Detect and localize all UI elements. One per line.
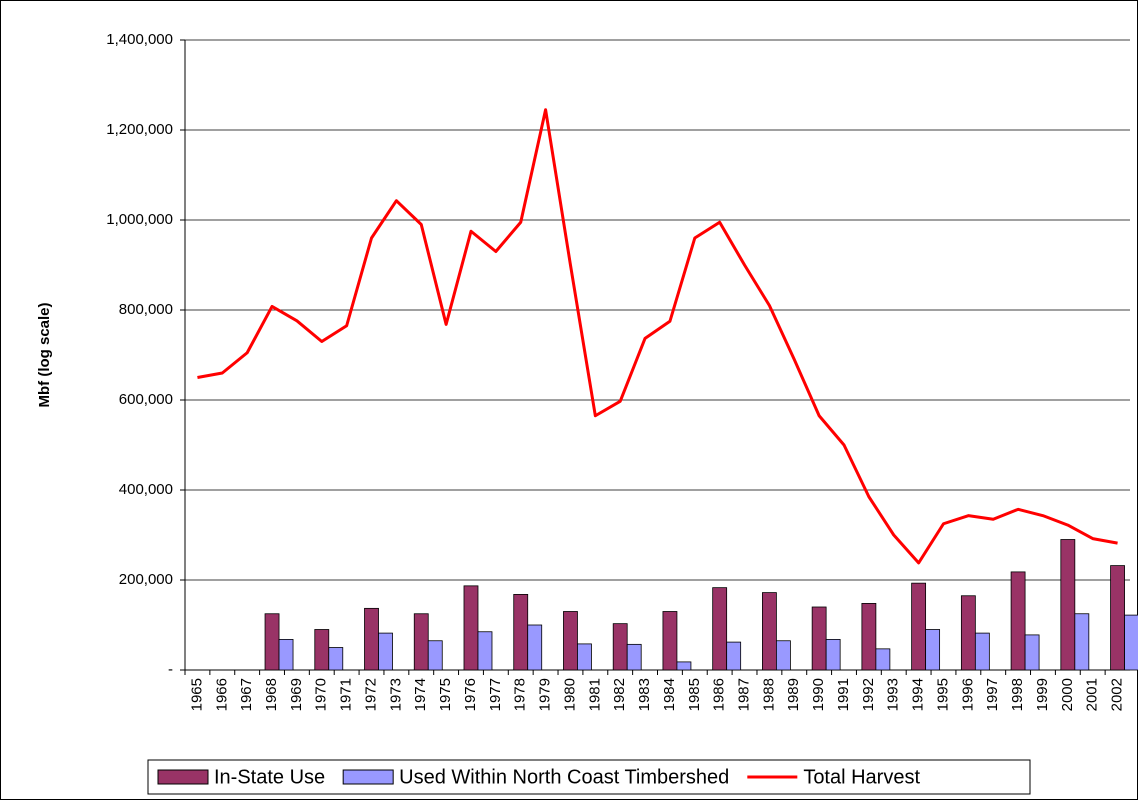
y-tick-label: 200,000: [119, 571, 173, 588]
x-tick-label: 1995: [934, 678, 951, 711]
y-tick-label: 800,000: [119, 301, 173, 318]
bar: [1110, 565, 1125, 671]
bar: [911, 582, 927, 671]
x-tick-label: 1994: [910, 678, 927, 711]
bar: [612, 623, 628, 671]
bar: [527, 624, 543, 671]
y-tick-label: -: [168, 661, 173, 678]
x-tick-label: 1975: [437, 678, 454, 711]
x-tick-label: 1992: [860, 678, 877, 711]
x-tick-label: 1983: [636, 678, 653, 711]
x-tick-label: 1982: [611, 678, 628, 711]
y-axis-label: Mbf (log scale): [36, 302, 53, 407]
bar: [662, 611, 678, 671]
bar: [427, 640, 443, 671]
legend-swatch: [342, 769, 394, 785]
bar: [960, 595, 976, 671]
y-tick-label: 400,000: [119, 481, 173, 498]
x-tick-label: 1973: [387, 678, 404, 711]
x-tick-label: 1976: [462, 678, 479, 711]
bar: [378, 632, 393, 671]
bar: [726, 641, 742, 671]
plot-area: [185, 40, 1130, 670]
x-tick-label: 1985: [686, 678, 703, 711]
x-tick-label: 1971: [338, 678, 355, 711]
bar: [712, 587, 728, 671]
x-tick-label: 2002: [1109, 678, 1126, 711]
x-tick-label: 1966: [213, 678, 230, 711]
bar: [513, 594, 529, 671]
bar: [974, 632, 990, 671]
bar: [1010, 571, 1026, 671]
bar: [825, 639, 841, 671]
bar: [364, 607, 379, 671]
legend-label: In-State Use: [214, 766, 325, 788]
x-tick-label: 1967: [238, 678, 255, 711]
x-tick-label: 1965: [188, 678, 205, 711]
legend-swatch: [157, 769, 209, 785]
x-tick-label: 1986: [711, 678, 728, 711]
bar: [626, 643, 642, 671]
bar: [676, 661, 692, 671]
bar: [264, 613, 280, 671]
bar: [413, 613, 429, 671]
bar: [1074, 613, 1090, 671]
bar: [861, 603, 877, 671]
y-tick-label: 1,000,000: [106, 211, 173, 228]
x-tick-label: 1979: [537, 678, 554, 711]
bar: [875, 648, 891, 671]
x-tick-label: 1989: [785, 678, 802, 711]
x-tick-label: 1980: [561, 678, 578, 711]
legend-label: Used Within North Coast Timbershed: [399, 766, 729, 788]
x-tick-label: 1996: [959, 678, 976, 711]
x-tick-label: 1984: [661, 678, 678, 711]
x-tick-label: 1972: [362, 678, 379, 711]
x-tick-label: 1991: [835, 678, 852, 711]
bar: [314, 629, 330, 671]
x-tick-label: 1997: [984, 678, 1001, 711]
bar: [1124, 614, 1138, 671]
y-tick-label: 1,400,000: [106, 31, 173, 48]
bar: [577, 643, 592, 671]
bar: [925, 629, 941, 671]
bar: [328, 647, 344, 671]
bar: [1060, 539, 1076, 671]
bar: [811, 606, 827, 671]
line: [197, 108, 1118, 565]
x-tick-label: 1970: [313, 678, 330, 711]
bar: [776, 640, 791, 671]
y-tick-label: 600,000: [119, 391, 173, 408]
x-tick-label: 1987: [736, 678, 753, 711]
legend-box: [147, 759, 1031, 795]
x-tick-label: 1981: [586, 678, 603, 711]
legend-label: Total Harvest: [803, 766, 920, 788]
x-tick-label: 1999: [1034, 678, 1051, 711]
bar: [1024, 634, 1040, 671]
x-tick-label: 2001: [1084, 678, 1101, 711]
x-tick-label: 1977: [487, 678, 504, 711]
x-tick-label: 1988: [760, 678, 777, 711]
x-tick-label: 1978: [512, 678, 529, 711]
bar: [278, 639, 294, 671]
x-tick-label: 2000: [1059, 678, 1076, 711]
x-tick-label: 1990: [810, 678, 827, 711]
x-tick-label: 1969: [288, 678, 305, 711]
bar: [463, 585, 479, 671]
y-tick-label: 1,200,000: [106, 121, 173, 138]
x-tick-label: 1974: [412, 678, 429, 711]
bar: [563, 611, 578, 671]
x-tick-label: 1998: [1009, 678, 1026, 711]
bar: [762, 592, 777, 671]
bar: [477, 631, 493, 671]
x-tick-label: 1993: [885, 678, 902, 711]
x-tick-label: 1968: [263, 678, 280, 711]
